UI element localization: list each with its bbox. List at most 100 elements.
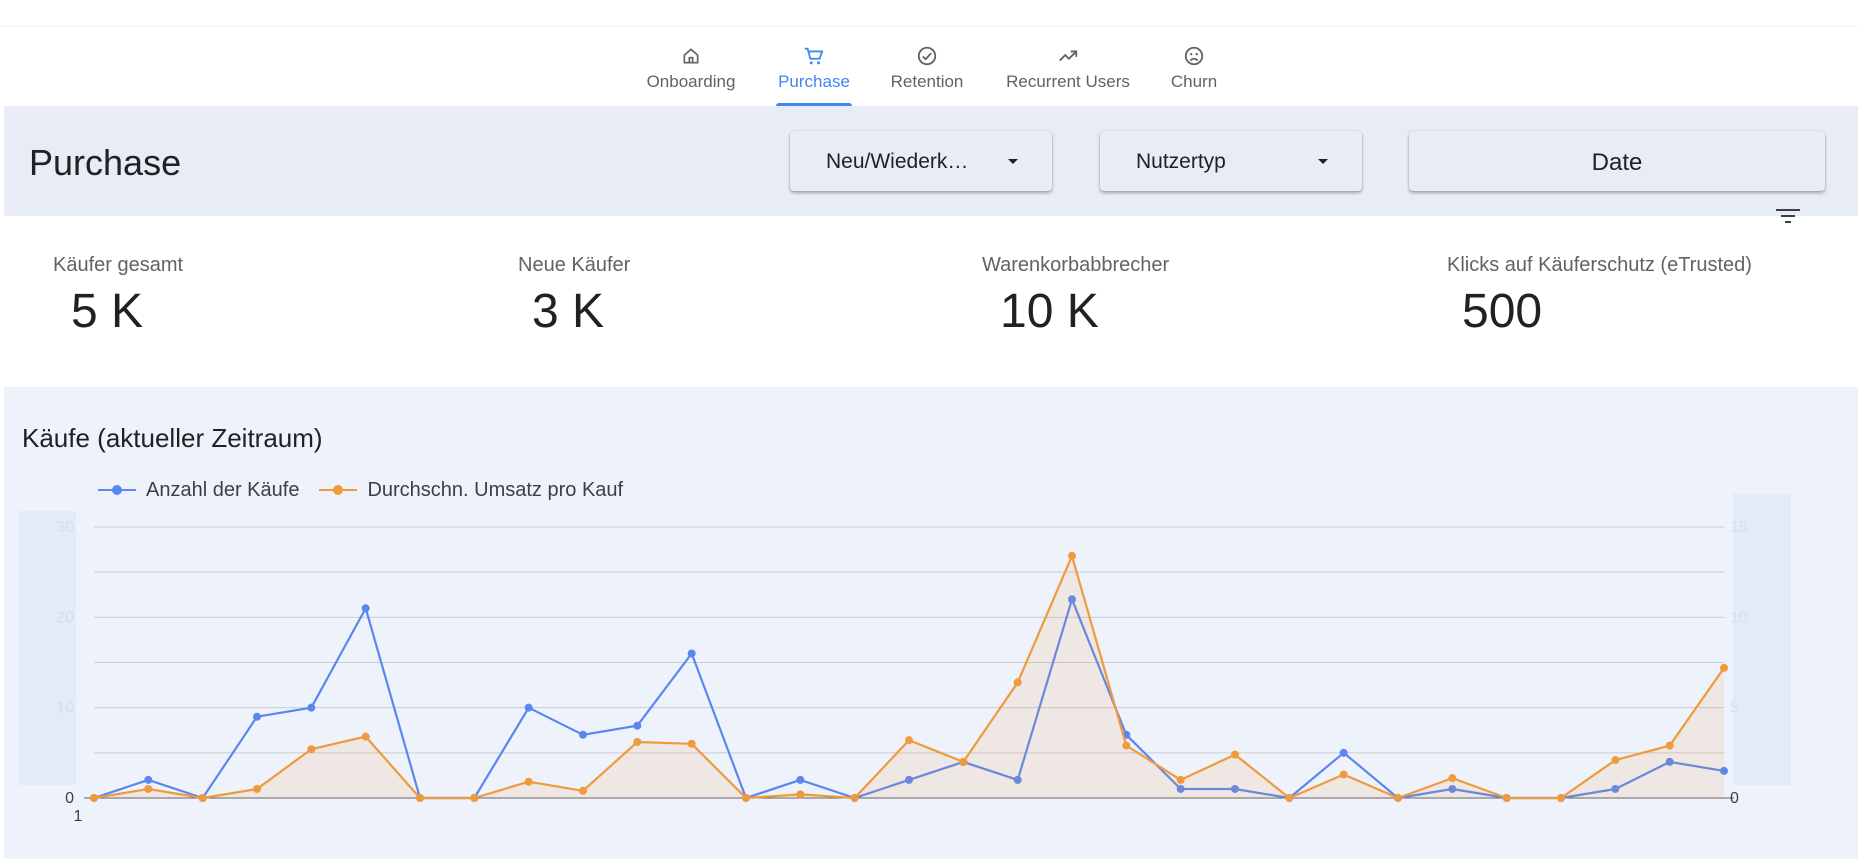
y-tick-label-left: 30 — [56, 519, 74, 536]
data-point-umsatz — [307, 745, 316, 754]
data-point-anzahl — [1720, 766, 1728, 775]
data-point-umsatz — [742, 794, 750, 802]
data-point-umsatz — [959, 757, 968, 766]
kpi-label: Klicks auf Käuferschutz (eTrusted) — [1447, 254, 1752, 276]
y-tick-label-right: 10 — [1730, 609, 1748, 626]
tab-recurrent-users[interactable]: Recurrent Users — [1002, 40, 1134, 106]
data-point-anzahl — [1665, 757, 1674, 766]
shopping-cart-icon — [803, 45, 825, 67]
page-header: Purchase Neu/Wiederk… Nutzertyp Date — [4, 106, 1858, 216]
dropdown-caret-icon — [1008, 159, 1018, 164]
data-point-anzahl — [1448, 784, 1457, 793]
y-tick-label-right: 0 — [1730, 790, 1739, 807]
kpi-label: Warenkorbabbrecher — [982, 254, 1170, 276]
data-point-anzahl — [307, 703, 316, 712]
data-point-umsatz — [687, 739, 696, 748]
chart-section: Käufe (aktueller Zeitraum) Anzahl der Kä… — [4, 387, 1858, 859]
data-point-anzahl — [524, 703, 533, 712]
data-point-umsatz — [144, 784, 153, 793]
data-point-anzahl — [796, 775, 805, 784]
chart-title: Käufe (aktueller Zeitraum) — [22, 423, 323, 453]
filter-icon[interactable] — [1774, 206, 1802, 226]
data-point-umsatz — [1122, 741, 1131, 750]
y-tick-label-left: 0 — [65, 790, 74, 807]
kpi-value: 5 K — [71, 285, 144, 338]
tab-bar: Onboarding Purchase Retention Recurrent … — [0, 40, 1858, 106]
data-point-umsatz — [416, 794, 424, 802]
data-point-umsatz — [633, 737, 642, 746]
date-picker-button[interactable]: Date — [1409, 131, 1825, 191]
kpi-klicks-kaeuferschutz: Klicks auf Käuferschutz (eTrusted) 500 — [1447, 254, 1752, 338]
legend-swatch — [98, 485, 136, 495]
data-point-umsatz — [1013, 678, 1022, 687]
data-point-umsatz — [1231, 750, 1239, 759]
kpi-value: 500 — [1462, 285, 1543, 338]
sad-face-icon — [1183, 45, 1205, 67]
data-point-umsatz — [1285, 794, 1294, 802]
data-point-anzahl — [144, 775, 153, 784]
data-point-umsatz — [1339, 770, 1348, 779]
data-point-umsatz — [1611, 756, 1620, 765]
data-point-umsatz — [850, 794, 859, 802]
top-divider — [0, 26, 1858, 27]
tab-label: Recurrent Users — [1006, 72, 1130, 91]
legend-swatch — [319, 485, 358, 495]
data-point-anzahl — [1611, 784, 1620, 793]
data-point-umsatz — [905, 736, 913, 745]
x-tick-label: 1 — [74, 808, 83, 825]
page-title: Purchase — [29, 142, 182, 183]
kpi-neue-kaeufer: Neue Käufer 3 K — [518, 254, 631, 338]
check-circle-icon — [916, 45, 938, 67]
data-point-anzahl — [1068, 595, 1076, 604]
tab-churn[interactable]: Churn — [1168, 40, 1220, 106]
data-point-anzahl — [1013, 775, 1022, 784]
y-tick-label-right: 15 — [1730, 519, 1748, 536]
line-chart: 0 10 20 30 0 5 10 15 1 — [18, 494, 1791, 825]
data-point-umsatz — [1665, 741, 1674, 750]
kpi-label: Käufer gesamt — [53, 254, 184, 276]
select-value: Nutzertyp — [1136, 150, 1226, 173]
nutzertyp-select[interactable]: Nutzertyp — [1100, 131, 1362, 191]
data-point-umsatz — [1448, 774, 1457, 783]
data-point-umsatz — [253, 784, 261, 793]
chart-legend: Anzahl der Käufe Durchschn. Umsatz pro K… — [98, 478, 643, 502]
tab-label: Purchase — [778, 72, 850, 91]
legend-item-umsatz[interactable]: Durchschn. Umsatz pro Kauf — [319, 479, 623, 502]
data-point-anzahl — [1339, 748, 1348, 757]
data-point-umsatz — [1557, 794, 1565, 802]
series-area-umsatz — [94, 555, 1724, 798]
trending-up-icon — [1057, 45, 1079, 67]
data-point-umsatz — [90, 794, 98, 802]
tab-purchase[interactable]: Purchase — [776, 40, 852, 106]
data-point-anzahl — [579, 730, 587, 739]
active-tab-indicator — [776, 103, 852, 106]
home-icon — [680, 45, 702, 67]
kpi-label: Neue Käufer — [518, 254, 631, 276]
y-tick-label-right: 5 — [1730, 700, 1739, 717]
date-label: Date — [1591, 149, 1643, 176]
data-point-anzahl — [361, 604, 370, 613]
data-point-umsatz — [524, 777, 533, 786]
tab-retention[interactable]: Retention — [886, 40, 968, 106]
data-point-umsatz — [361, 732, 370, 741]
tab-label: Retention — [890, 72, 964, 91]
data-point-anzahl — [1231, 784, 1239, 793]
legend-item-anzahl[interactable]: Anzahl der Käufe — [98, 479, 299, 502]
tab-label: Churn — [1170, 72, 1218, 91]
left-axis-panel — [18, 511, 76, 785]
data-point-umsatz — [470, 794, 479, 802]
data-point-anzahl — [253, 712, 261, 721]
data-point-umsatz — [1394, 794, 1402, 802]
data-point-umsatz — [198, 794, 207, 802]
data-point-umsatz — [796, 790, 805, 799]
tab-onboarding[interactable]: Onboarding — [640, 40, 742, 106]
data-point-anzahl — [687, 649, 696, 658]
right-axis-panel — [1733, 494, 1791, 785]
data-point-umsatz — [1720, 663, 1728, 672]
data-point-umsatz — [1176, 775, 1185, 784]
data-point-anzahl — [1176, 784, 1185, 793]
neu-wiederkehrend-select[interactable]: Neu/Wiederk… — [790, 131, 1052, 191]
legend-label: Durchschn. Umsatz pro Kauf — [367, 478, 624, 501]
data-point-umsatz — [579, 786, 587, 795]
data-point-umsatz — [1502, 794, 1511, 802]
